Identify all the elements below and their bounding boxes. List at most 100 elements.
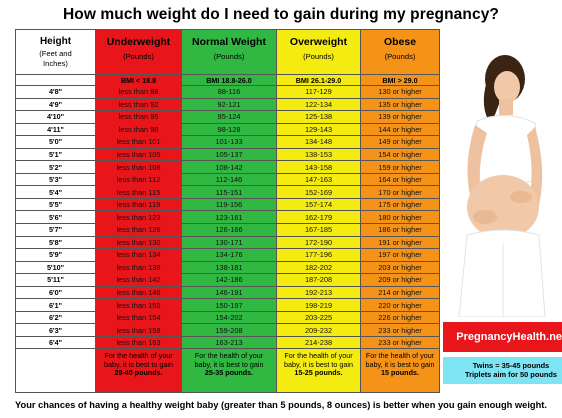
obese-cell: 233 or higher (360, 323, 440, 337)
footer-note: Your chances of having a healthy weight … (15, 400, 547, 410)
column-header-normal: Normal Weight (Pounds) (181, 29, 277, 75)
underweight-cell: less than 101 (95, 135, 182, 149)
overweight-cell: 167-185 (276, 223, 361, 237)
obese-cell: 180 or higher (360, 210, 440, 224)
overweight-cell: 157-174 (276, 197, 361, 212)
underweight-cell: less than 134 (95, 248, 182, 262)
overweight-cell: 182-202 (276, 260, 361, 275)
overweight-cell: 209-232 (276, 323, 361, 337)
advice-cell-overweight: For the health of your baby, it is best … (276, 348, 361, 394)
height-cell: 5'10" (15, 260, 96, 275)
column-header-underweight: Underweight (Pounds) (95, 29, 182, 75)
advice-cell-normal: For the health of your baby, it is best … (181, 348, 277, 394)
advice-text: baby, it is best to gain (194, 359, 264, 369)
pregnant-woman-illustration (458, 55, 546, 317)
column-header-height: Height (Feet and Inches) (15, 29, 96, 75)
obese-cell: 226 or higher (360, 310, 440, 325)
overweight-cell: 172-190 (276, 235, 361, 250)
underweight-cell: less than 158 (95, 323, 182, 337)
header-subtitle: (Feet and (39, 49, 72, 58)
normal-cell: 154-202 (181, 310, 277, 325)
underweight-cell: less than 98 (95, 122, 182, 137)
table-row: 6'1" less than 150 150-197 198-219 220 or hi… (15, 298, 440, 312)
table-row: 6'3" less than 158 159-208 209-232 233 or hi… (15, 323, 440, 337)
underweight-cell: less than 138 (95, 260, 182, 275)
obese-cell: 191 or higher (360, 235, 440, 250)
overweight-cell: 129-143 (276, 122, 361, 137)
bmi-row: BMI < 18.8 BMI 18.8-26.0 BMI 26.1-29.0 B… (15, 74, 440, 86)
header-subtitle: (Pounds) (213, 52, 245, 61)
normal-cell: 88-116 (181, 85, 277, 99)
height-cell: 4'10" (15, 110, 96, 124)
advice-cell-underweight: For the health of your baby, it is best … (95, 348, 182, 394)
table-row: 5'6" less than 123 123-161 162-179 180 or hi… (15, 210, 440, 224)
height-cell: 5'6" (15, 210, 96, 224)
advice-text: baby, it is best to gain (284, 359, 353, 369)
header-subtitle: (Pounds) (384, 52, 416, 61)
obese-cell: 233 or higher (360, 335, 440, 350)
height-cell: 5'3" (15, 172, 96, 187)
table-row: 4'11" less than 98 98-128 129-143 144 or hig… (15, 122, 440, 137)
height-cell: 5'11" (15, 273, 96, 287)
normal-cell: 142-186 (181, 273, 277, 287)
table-row: 4'8" less than 88 88-116 117-129 130 or high… (15, 85, 440, 99)
overweight-cell: 117-129 (276, 85, 361, 99)
normal-cell: 123-161 (181, 210, 277, 224)
overweight-cell: 187-208 (276, 273, 361, 287)
obese-cell: 130 or higher (360, 85, 440, 99)
normal-cell: 126-166 (181, 223, 277, 237)
overweight-cell: 125-138 (276, 110, 361, 124)
table-row: 5'0" less than 101 101-133 134-148 149 or hi… (15, 135, 440, 149)
obese-cell: 175 or higher (360, 197, 440, 212)
normal-cell: 92-121 (181, 97, 277, 112)
obese-cell: 186 or higher (360, 223, 440, 237)
advice-amount: 15-25 pounds. (294, 367, 343, 377)
multiples-note: Twins = 35-45 pounds Triplets aim for 50… (443, 357, 562, 384)
table-row: 5'3" less than 112 112-146 147-163 164 or hi… (15, 172, 440, 187)
weight-gain-table: Height (Feet and Inches) Underweight (Po… (15, 29, 440, 394)
table-row: 5'8" less than 130 130-171 172-190 191 or hi… (15, 235, 440, 250)
header-subtitle: (Pounds) (123, 52, 154, 61)
obese-cell: 170 or higher (360, 185, 440, 199)
underweight-cell: less than 146 (95, 285, 182, 300)
normal-cell: 119-156 (181, 197, 277, 212)
height-cell: 4'9" (15, 97, 96, 112)
height-cell: 4'11" (15, 122, 96, 137)
normal-cell: 101-133 (181, 135, 277, 149)
page-title: How much weight do I need to gain during… (63, 6, 499, 23)
advice-text: For the health of your (104, 351, 173, 361)
normal-cell: 150-197 (181, 298, 277, 312)
advice-amount: 25-35 pounds. (204, 367, 254, 377)
height-cell: 6'3" (15, 323, 96, 337)
table-row: 6'0" less than 146 146-191 192-213 214 or hi… (15, 285, 440, 300)
overweight-cell: 143-158 (276, 160, 361, 174)
advice-cell-empty (15, 348, 96, 394)
header-title: Obese (383, 36, 417, 48)
table-row: 5'11" less than 142 142-186 187-208 209 or h… (15, 273, 440, 287)
advice-amount: 28-40 pounds. (114, 367, 163, 377)
height-cell: 5'9" (15, 248, 96, 262)
overweight-cell: 162-179 (276, 210, 361, 224)
height-cell: 6'0" (15, 285, 96, 300)
table-row: 5'1" less than 105 105-137 138-153 154 or hi… (15, 147, 440, 162)
advice-amount: 15 pounds. (381, 367, 419, 377)
obese-cell: 209 or higher (360, 273, 440, 287)
table-row: 6'2" less than 154 154-202 203-225 226 or hi… (15, 310, 440, 325)
underweight-cell: less than 88 (95, 85, 182, 99)
normal-cell: 95-124 (181, 110, 277, 124)
height-cell: 5'7" (15, 223, 96, 237)
height-cell: 5'0" (15, 135, 96, 149)
underweight-cell: less than 154 (95, 310, 182, 325)
obese-cell: 164 or higher (360, 172, 440, 187)
header-title: Underweight (106, 36, 171, 48)
underweight-cell: less than 95 (95, 110, 182, 124)
underweight-cell: less than 108 (95, 160, 182, 174)
height-cell: 6'1" (15, 298, 96, 312)
header-subtitle: Inches) (43, 59, 68, 68)
underweight-cell: less than 123 (95, 210, 182, 224)
overweight-cell: 177-196 (276, 248, 361, 262)
normal-cell: 146-191 (181, 285, 277, 300)
header-row: Height (Feet and Inches) Underweight (Po… (15, 29, 440, 75)
pregnant-woman-photo (443, 29, 553, 317)
advice-text: For the health of your (194, 351, 264, 361)
